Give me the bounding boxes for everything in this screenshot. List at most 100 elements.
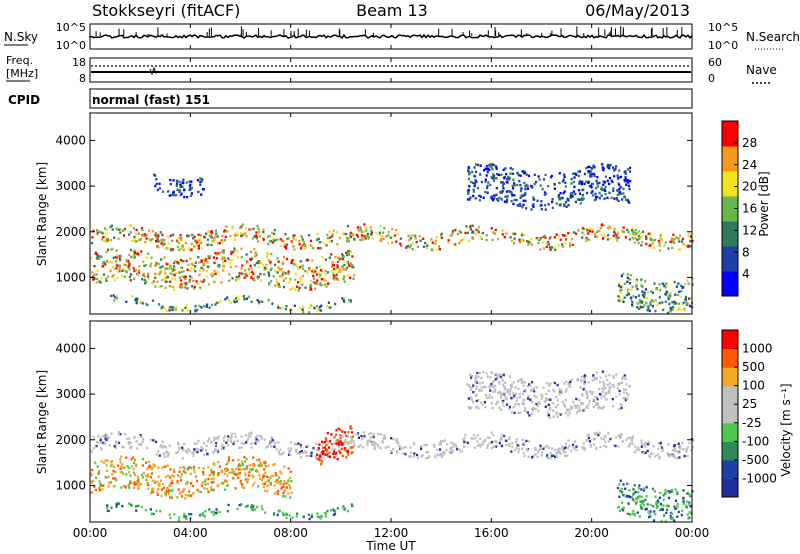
heatmap-cell bbox=[496, 172, 499, 176]
power-heatmap bbox=[90, 163, 694, 315]
heatmap-cell bbox=[645, 296, 648, 300]
heatmap-cell bbox=[505, 180, 508, 184]
heatmap-cell bbox=[161, 244, 164, 247]
heatmap-cell bbox=[577, 189, 581, 192]
heatmap-cell bbox=[262, 473, 265, 477]
heatmap-cell bbox=[656, 499, 659, 502]
noise-right-tick-top: 10^5 bbox=[708, 21, 738, 34]
heatmap-cell bbox=[351, 264, 354, 267]
heatmap-cell bbox=[268, 240, 272, 243]
heatmap-cell bbox=[246, 504, 249, 508]
heatmap-cell bbox=[307, 513, 310, 516]
heatmap-cell bbox=[496, 198, 499, 201]
heatmap-cell bbox=[548, 246, 551, 249]
heatmap-cell bbox=[624, 172, 627, 175]
heatmap-cell bbox=[620, 288, 623, 291]
heatmap-cell bbox=[291, 516, 294, 519]
heatmap-cell bbox=[634, 445, 637, 448]
heatmap-cell bbox=[612, 375, 615, 378]
heatmap-cell bbox=[647, 232, 650, 235]
heatmap-cell bbox=[301, 264, 304, 267]
heatmap-cell bbox=[251, 237, 254, 240]
heatmap-cell bbox=[111, 460, 114, 463]
heatmap-cell bbox=[615, 436, 618, 439]
heatmap-cell bbox=[547, 389, 550, 393]
heatmap-cell bbox=[658, 296, 661, 299]
heatmap-cell bbox=[582, 442, 585, 445]
heatmap-cell bbox=[132, 471, 136, 474]
heatmap-cell bbox=[328, 256, 331, 259]
heatmap-cell bbox=[519, 411, 522, 414]
heatmap-cell bbox=[564, 454, 567, 458]
heatmap-cell bbox=[476, 434, 479, 437]
heatmap-cell bbox=[179, 479, 183, 482]
heatmap-cell bbox=[157, 450, 160, 453]
heatmap-cell bbox=[651, 291, 654, 294]
heatmap-cell bbox=[670, 512, 674, 515]
heatmap-cell bbox=[565, 388, 568, 391]
heatmap-cell bbox=[623, 180, 626, 183]
heatmap-cell bbox=[237, 297, 240, 301]
heatmap-cell bbox=[497, 376, 500, 379]
heatmap-cell bbox=[190, 494, 193, 498]
heatmap-cell bbox=[115, 264, 118, 267]
heatmap-cell bbox=[602, 180, 605, 183]
heatmap-cell bbox=[474, 446, 477, 449]
heatmap-cell bbox=[512, 392, 515, 395]
heatmap-cell bbox=[623, 374, 626, 377]
heatmap-cell bbox=[651, 300, 654, 303]
heatmap-cell bbox=[294, 263, 297, 266]
heatmap-cell bbox=[494, 377, 497, 381]
heatmap-cell bbox=[158, 285, 161, 289]
heatmap-cell bbox=[626, 179, 629, 182]
heatmap-cell bbox=[346, 237, 349, 240]
heatmap-cell bbox=[150, 472, 153, 475]
heatmap-cell bbox=[519, 204, 522, 207]
heatmap-cell bbox=[192, 263, 195, 267]
heatmap-cell bbox=[500, 396, 503, 399]
heatmap-cell bbox=[646, 309, 649, 312]
heatmap-cell bbox=[277, 441, 280, 444]
heatmap-cell bbox=[152, 463, 155, 466]
freq-left-tick-top: 18 bbox=[72, 56, 86, 69]
heatmap-cell bbox=[227, 456, 231, 459]
heatmap-cell bbox=[183, 515, 186, 519]
heatmap-cell bbox=[551, 206, 554, 209]
heatmap-cell bbox=[587, 165, 590, 169]
heatmap-cell bbox=[219, 251, 222, 254]
heatmap-cell bbox=[268, 440, 271, 443]
heatmap-cell bbox=[686, 279, 689, 282]
heatmap-cell bbox=[283, 256, 286, 259]
heatmap-cell bbox=[529, 398, 532, 401]
heatmap-cell bbox=[600, 387, 603, 390]
heatmap-cell bbox=[315, 449, 319, 452]
heatmap-cell bbox=[363, 230, 366, 233]
heatmap-cell bbox=[330, 442, 333, 446]
heatmap-cell bbox=[155, 239, 158, 243]
heatmap-cell bbox=[165, 262, 168, 265]
heatmap-cell bbox=[603, 395, 606, 398]
heatmap-cell bbox=[658, 283, 661, 286]
heatmap-cell bbox=[622, 300, 625, 304]
heatmap-cell bbox=[272, 275, 275, 278]
heatmap-cell bbox=[443, 439, 447, 442]
heatmap-cell bbox=[222, 447, 225, 450]
heatmap-cell bbox=[112, 294, 115, 297]
heatmap-cell bbox=[134, 240, 137, 243]
heatmap-cell bbox=[267, 272, 270, 276]
heatmap-cell bbox=[637, 294, 640, 297]
heatmap-cell bbox=[184, 471, 187, 474]
heatmap-cell bbox=[491, 167, 494, 171]
heatmap-cell bbox=[163, 270, 166, 273]
heatmap-cell bbox=[276, 238, 279, 241]
heatmap-cell bbox=[540, 207, 543, 211]
heatmap-cell bbox=[382, 437, 385, 440]
heatmap-cell bbox=[133, 473, 136, 477]
heatmap-cell bbox=[350, 441, 353, 444]
heatmap-cell bbox=[334, 448, 337, 451]
heatmap-cell bbox=[512, 396, 515, 400]
heatmap-cell bbox=[596, 397, 599, 401]
heatmap-cell bbox=[325, 450, 328, 453]
heatmap-cell bbox=[476, 186, 479, 190]
heatmap-cell bbox=[659, 236, 662, 239]
